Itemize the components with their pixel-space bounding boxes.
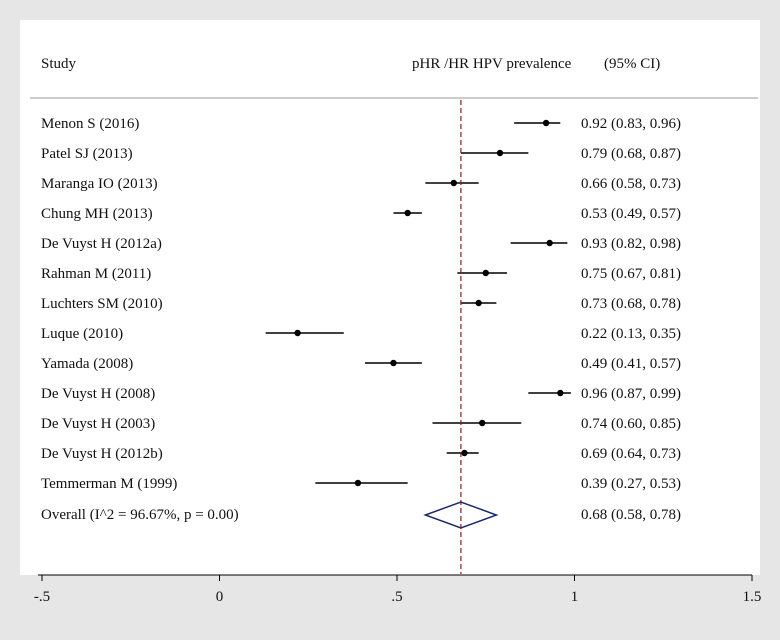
header-ci: (95% CI) [604,56,660,72]
study-label: Maranga IO (2013) [41,176,158,192]
ci-text: 0.22 (0.13, 0.35) [581,326,681,342]
ci-text: 0.69 (0.64, 0.73) [581,446,681,462]
overall-label: Overall (I^2 = 96.67%, p = 0.00) [41,507,239,523]
point-estimate [404,209,411,217]
point-estimate [450,179,457,187]
ci-text: 0.49 (0.41, 0.57) [581,356,681,372]
ci-text: 0.66 (0.58, 0.73) [581,176,681,192]
point-estimate [557,389,564,397]
study-label: De Vuyst H (2012a) [41,236,162,252]
study-label: Luchters SM (2010) [41,296,163,312]
study-label: Menon S (2016) [41,116,139,132]
ci-text: 0.74 (0.60, 0.85) [581,416,681,432]
study-label: De Vuyst H (2012b) [41,446,163,462]
point-estimate [461,449,468,457]
study-label: Temmerman M (1999) [41,476,177,492]
study-label: De Vuyst H (2008) [41,386,155,402]
study-label: Yamada (2008) [41,356,133,372]
point-estimate [542,119,550,127]
point-estimate [390,359,397,367]
point-estimate [479,419,486,427]
overall-ci-text: 0.68 (0.58, 0.78) [581,507,681,523]
ci-text: 0.73 (0.68, 0.78) [581,296,681,312]
study-label: Luque (2010) [41,326,123,342]
ci-text: 0.39 (0.27, 0.53) [581,476,681,492]
overall-diamond [423,501,499,529]
point-estimate [482,269,489,277]
x-tick-label: .5 [391,589,402,605]
ci-text: 0.92 (0.83, 0.96) [581,116,681,132]
ci-text: 0.79 (0.68, 0.87) [581,146,681,162]
study-label: Chung MH (2013) [41,206,153,222]
point-estimate [294,329,301,337]
study-label: Patel SJ (2013) [41,146,133,162]
ci-text: 0.75 (0.67, 0.81) [581,266,681,282]
header-estimate: pHR /HR HPV prevalence [412,56,572,72]
point-estimate [496,149,504,157]
study-label: Rahman M (2011) [41,266,151,282]
header-study: Study [41,56,77,72]
point-estimate [354,479,362,487]
study-rows: Menon S (2016) 0.92 (0.83, 0.96) Patel SJ … [41,116,681,492]
x-tick-label: 0 [216,589,224,605]
x-tick-label: 1.5 [743,589,762,605]
x-tick-label: -.5 [34,589,50,605]
point-estimate [475,299,482,307]
study-label: De Vuyst H (2003) [41,416,155,432]
ci-text: 0.53 (0.49, 0.57) [581,206,681,222]
x-tick-label: 1 [571,589,579,605]
ci-text: 0.93 (0.82, 0.98) [581,236,681,252]
point-estimate [546,239,553,247]
x-axis-ticks: -.5 0 .5 1 1.5 [34,575,762,605]
ci-text: 0.96 (0.87, 0.99) [581,386,681,402]
